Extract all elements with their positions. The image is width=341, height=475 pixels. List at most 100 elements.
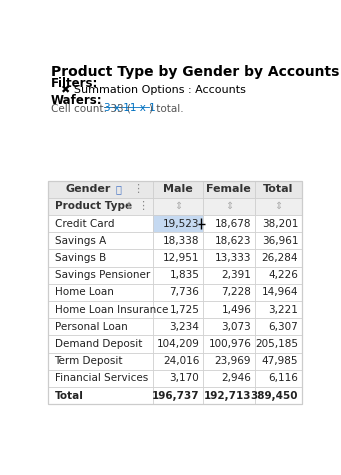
- Text: 205,185: 205,185: [255, 339, 298, 349]
- Text: Financial Services: Financial Services: [55, 373, 148, 383]
- Bar: [153, 266, 203, 284]
- Text: Savings Pensioner: Savings Pensioner: [55, 270, 150, 280]
- Bar: [203, 352, 255, 370]
- Text: 192,713: 192,713: [204, 390, 251, 400]
- Bar: [203, 370, 255, 387]
- Text: 18,623: 18,623: [215, 236, 251, 246]
- Text: Wafers:: Wafers:: [50, 95, 102, 107]
- Text: 104,209: 104,209: [157, 339, 199, 349]
- Text: 4,226: 4,226: [268, 270, 298, 280]
- Bar: [153, 249, 203, 266]
- Text: Total: Total: [55, 390, 84, 400]
- Text: 14,964: 14,964: [262, 287, 298, 297]
- Bar: [255, 335, 302, 352]
- Text: Savings A: Savings A: [55, 236, 106, 246]
- Bar: [48, 318, 153, 335]
- Text: 38,201: 38,201: [262, 218, 298, 228]
- Text: Cell count: 33 (: Cell count: 33 (: [50, 104, 130, 114]
- Text: Gender: Gender: [65, 184, 110, 194]
- Text: 3 x 11 x 1: 3 x 11 x 1: [104, 104, 156, 114]
- Bar: [203, 249, 255, 266]
- Text: 3,234: 3,234: [169, 322, 199, 332]
- Bar: [255, 198, 302, 215]
- Text: 6,307: 6,307: [268, 322, 298, 332]
- Text: 1,496: 1,496: [221, 304, 251, 314]
- Bar: [255, 215, 302, 232]
- Bar: [153, 215, 203, 232]
- Text: ) total.: ) total.: [149, 104, 184, 114]
- Text: 47,985: 47,985: [262, 356, 298, 366]
- Bar: [48, 198, 153, 215]
- Text: 100,976: 100,976: [208, 339, 251, 349]
- Bar: [153, 301, 203, 318]
- Text: 12,951: 12,951: [163, 253, 199, 263]
- Text: ⋮: ⋮: [137, 201, 148, 211]
- Text: 13,333: 13,333: [215, 253, 251, 263]
- Text: ⋮: ⋮: [132, 184, 143, 194]
- Bar: [203, 301, 255, 318]
- Bar: [153, 318, 203, 335]
- Text: 6,116: 6,116: [268, 373, 298, 383]
- Bar: [48, 180, 153, 198]
- Bar: [48, 180, 302, 404]
- Text: 1,725: 1,725: [169, 304, 199, 314]
- Bar: [255, 232, 302, 249]
- Bar: [255, 249, 302, 266]
- Bar: [153, 180, 203, 198]
- Text: Credit Card: Credit Card: [55, 218, 114, 228]
- Text: 7,228: 7,228: [221, 287, 251, 297]
- Text: Home Loan: Home Loan: [55, 287, 114, 297]
- Bar: [153, 387, 203, 404]
- Bar: [255, 370, 302, 387]
- Text: Demand Deposit: Demand Deposit: [55, 339, 142, 349]
- Bar: [255, 284, 302, 301]
- Text: Female: Female: [206, 184, 251, 194]
- Text: 196,737: 196,737: [152, 390, 199, 400]
- Bar: [48, 387, 153, 404]
- Text: ⇕: ⇕: [174, 201, 182, 211]
- Text: 18,678: 18,678: [215, 218, 251, 228]
- Text: 36,961: 36,961: [262, 236, 298, 246]
- Text: Product Type by Gender by Accounts: Product Type by Gender by Accounts: [50, 66, 339, 79]
- Bar: [203, 318, 255, 335]
- Bar: [153, 284, 203, 301]
- Text: Total: Total: [263, 184, 293, 194]
- Text: 26,284: 26,284: [262, 253, 298, 263]
- Bar: [255, 301, 302, 318]
- Text: 3,221: 3,221: [268, 304, 298, 314]
- Bar: [203, 284, 255, 301]
- Bar: [153, 352, 203, 370]
- Text: 24,016: 24,016: [163, 356, 199, 366]
- Bar: [255, 266, 302, 284]
- Bar: [48, 249, 153, 266]
- Bar: [48, 215, 153, 232]
- Text: Personal Loan: Personal Loan: [55, 322, 127, 332]
- Bar: [203, 215, 255, 232]
- Bar: [203, 198, 255, 215]
- Text: Male: Male: [163, 184, 193, 194]
- Bar: [203, 335, 255, 352]
- Text: Filters:: Filters:: [50, 77, 98, 90]
- Text: Term Deposit: Term Deposit: [55, 356, 123, 366]
- Bar: [153, 335, 203, 352]
- Text: ✖ Summation Options : Accounts: ✖ Summation Options : Accounts: [61, 85, 246, 95]
- Text: ⇕: ⇕: [124, 201, 132, 211]
- Bar: [203, 266, 255, 284]
- Text: Savings B: Savings B: [55, 253, 106, 263]
- Bar: [255, 352, 302, 370]
- Bar: [203, 180, 255, 198]
- Text: 18,338: 18,338: [163, 236, 199, 246]
- Text: 389,450: 389,450: [251, 390, 298, 400]
- Text: 2,391: 2,391: [221, 270, 251, 280]
- Bar: [255, 180, 302, 198]
- Bar: [153, 232, 203, 249]
- Bar: [203, 232, 255, 249]
- Bar: [48, 352, 153, 370]
- Bar: [255, 387, 302, 404]
- Bar: [153, 370, 203, 387]
- Bar: [203, 387, 255, 404]
- Bar: [48, 370, 153, 387]
- Text: ⇕: ⇕: [225, 201, 233, 211]
- Bar: [48, 284, 153, 301]
- Bar: [255, 318, 302, 335]
